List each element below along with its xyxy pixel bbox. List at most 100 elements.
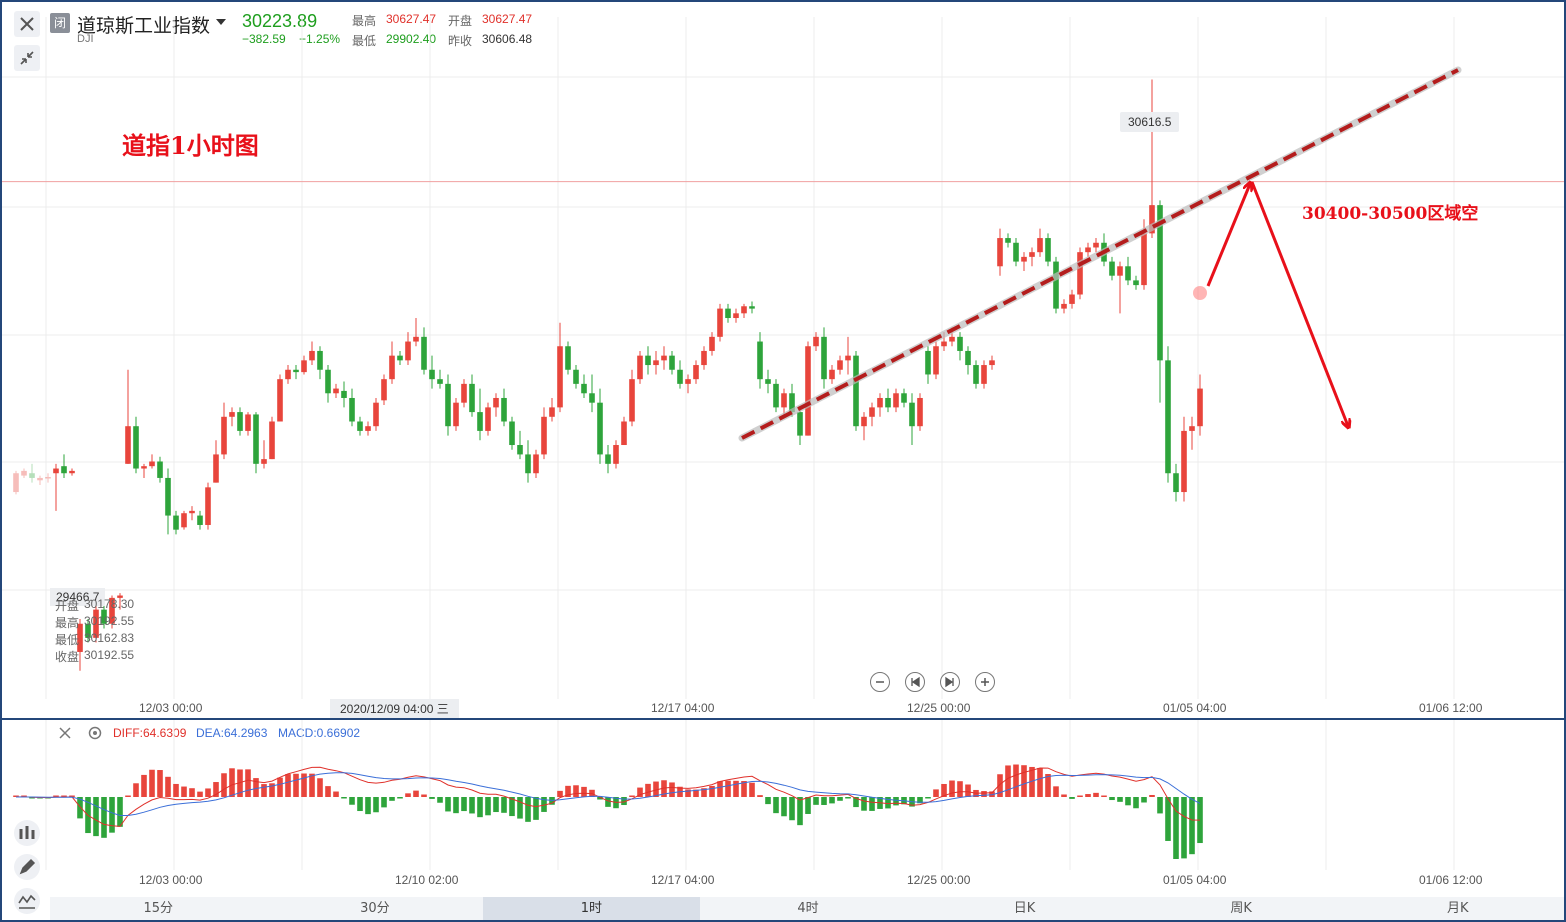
- candle-body: [1013, 242, 1019, 262]
- candle-body: [565, 346, 571, 370]
- candle-body: [1093, 242, 1099, 248]
- candles-icon[interactable]: [14, 820, 40, 846]
- close-icon[interactable]: [14, 11, 40, 37]
- candle: [1109, 256, 1115, 281]
- candle: [469, 374, 475, 417]
- candle-body: [173, 515, 179, 530]
- macd-bar: [653, 781, 659, 797]
- period-button[interactable]: 30分: [360, 901, 390, 916]
- zoom-out-icon[interactable]: [870, 672, 890, 692]
- candle-body: [189, 510, 195, 514]
- candle-body: [1133, 280, 1139, 286]
- candle: [709, 332, 715, 356]
- macd-bar: [1117, 797, 1123, 802]
- candle-body: [485, 407, 491, 431]
- candle: [269, 416, 275, 460]
- candle-body: [549, 407, 555, 417]
- macd-close-icon[interactable]: [57, 725, 73, 741]
- macd-bar: [453, 797, 459, 814]
- macd-bar: [733, 780, 739, 797]
- macd-bar: [141, 774, 147, 797]
- period-button[interactable]: 15分: [143, 901, 174, 916]
- indicator-icon[interactable]: [14, 888, 40, 914]
- macd-bar: [541, 797, 547, 812]
- candle-body: [845, 355, 851, 361]
- macd-bar: [997, 774, 1003, 797]
- gear-icon[interactable]: [87, 725, 103, 741]
- pane-divider[interactable]: [2, 718, 1564, 720]
- candle: [453, 397, 459, 431]
- candle: [309, 341, 315, 366]
- candle: [533, 449, 539, 478]
- macd-bar: [525, 797, 531, 822]
- macd-bar: [757, 795, 763, 797]
- macd-x-tick-label: 12/03 00:00: [139, 873, 203, 887]
- macd-bar: [197, 791, 203, 797]
- candle-body: [597, 402, 603, 455]
- candle-body: [581, 383, 587, 394]
- macd-bar: [1141, 797, 1147, 803]
- macd-bar: [437, 797, 443, 803]
- prev-close-label: 昨收: [448, 34, 473, 48]
- candle-body: [437, 379, 443, 384]
- candle: [221, 402, 227, 460]
- macd-bar: [885, 797, 891, 809]
- candle: [749, 301, 755, 314]
- candle-body: [261, 459, 267, 464]
- candle-body: [701, 350, 707, 366]
- candle: [429, 355, 435, 389]
- candle: [829, 365, 835, 384]
- macd-bar: [221, 773, 227, 797]
- candle: [1189, 416, 1195, 450]
- macd-bar: [125, 795, 131, 797]
- chevron-down-icon[interactable]: [216, 19, 226, 25]
- low-label: 最低: [352, 34, 377, 48]
- macd-bar: [173, 783, 179, 797]
- candle-body: [781, 393, 787, 408]
- candle-body: [365, 426, 371, 431]
- candle: [133, 416, 139, 474]
- candle-body: [1053, 261, 1059, 309]
- macd-bar: [925, 797, 931, 799]
- candle: [813, 332, 819, 351]
- instrument-name[interactable]: 道琼斯工业指数: [77, 16, 211, 37]
- peak-price-label: 30616.5: [1120, 112, 1180, 132]
- zoom-in-icon[interactable]: [975, 672, 995, 692]
- candlestick-chart[interactable]: [2, 2, 1564, 702]
- low-value: 29902.40: [386, 32, 437, 46]
- collapse-icon[interactable]: [14, 45, 40, 71]
- candle-body: [933, 346, 939, 375]
- macd-bar: [53, 795, 59, 797]
- macd-grid: [45, 720, 1455, 870]
- period-button[interactable]: 4时: [797, 901, 819, 916]
- period-button[interactable]: 周K: [1230, 901, 1252, 916]
- macd-bar: [621, 797, 627, 806]
- candle-body: [677, 369, 683, 384]
- step-back-icon[interactable]: [905, 672, 925, 692]
- macd-bar: [573, 785, 579, 797]
- high-value: 30627.47: [386, 12, 437, 26]
- macd-bar: [229, 768, 235, 797]
- candle: [485, 402, 491, 436]
- period-selector: 15分 30分 1时 4时 日K 周K 月K: [50, 897, 1564, 920]
- candle: [445, 374, 451, 436]
- candle-body: [973, 365, 979, 384]
- candle-body: [29, 473, 35, 478]
- overlays: [738, 66, 1462, 442]
- candle-body: [325, 369, 331, 394]
- candle: [1085, 242, 1091, 257]
- candle: [349, 388, 355, 427]
- period-button[interactable]: 日K: [1013, 901, 1036, 916]
- step-forward-icon[interactable]: [940, 672, 960, 692]
- period-button[interactable]: 1时: [483, 897, 700, 920]
- pencil-icon[interactable]: [14, 854, 40, 880]
- dea-line: [16, 772, 1201, 816]
- period-button[interactable]: 月K: [1446, 901, 1469, 916]
- macd-chart[interactable]: [2, 720, 1564, 880]
- candle-body: [893, 393, 899, 408]
- macd-bar: [581, 786, 587, 797]
- tooltip-high-label: 最高: [55, 616, 80, 630]
- candle-body: [605, 454, 611, 464]
- macd-bar: [837, 797, 843, 801]
- candle-body: [389, 355, 395, 380]
